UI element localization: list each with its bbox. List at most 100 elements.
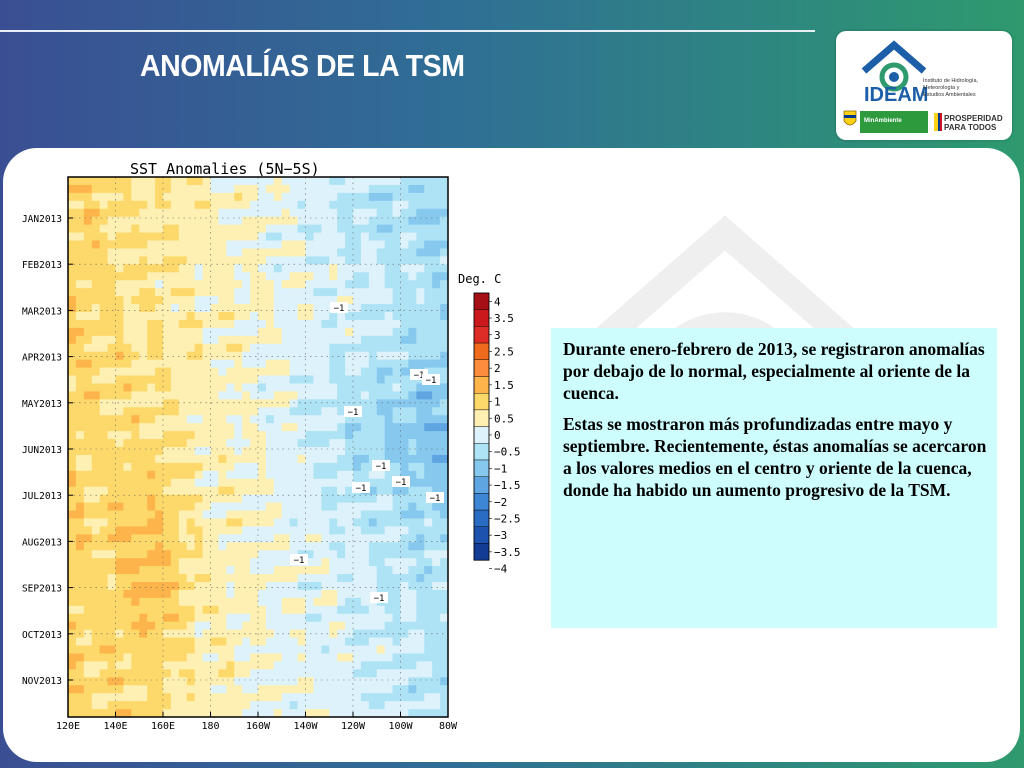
heatmap-cell [99, 661, 109, 670]
heatmap-cell [75, 597, 85, 607]
contour-label-bg [352, 482, 370, 493]
heatmap-cell [75, 693, 85, 702]
heatmap-cell [155, 192, 164, 202]
heatmap-cell [170, 637, 180, 647]
heatmap-cell [75, 304, 85, 313]
heatmap-cell [242, 478, 251, 488]
heatmap-cell [329, 574, 338, 583]
heatmap-cell [242, 470, 251, 480]
heatmap-cell [91, 375, 101, 385]
heatmap-cell [99, 439, 109, 448]
heatmap-cell [408, 296, 417, 305]
heatmap-cell [416, 462, 425, 472]
heatmap-cell [131, 343, 140, 353]
colorbar-tick-label: −3 [494, 529, 507, 542]
heatmap-cell [416, 605, 425, 615]
heatmap-cell [265, 685, 275, 694]
heatmap-cell [440, 399, 448, 408]
heatmap-cell [123, 335, 132, 345]
heatmap-cell [178, 288, 188, 297]
heatmap-cell [163, 534, 172, 543]
heatmap-cell [194, 264, 204, 273]
heatmap-cell [258, 558, 267, 567]
heatmap-cell [297, 177, 307, 186]
heatmap-cell [123, 272, 132, 281]
heatmap-cell [376, 709, 386, 717]
heatmap-cell [305, 272, 315, 281]
heatmap-cell [83, 415, 93, 424]
heatmap-cell [416, 589, 425, 599]
heatmap-cell [83, 518, 93, 528]
heatmap-cell [432, 661, 441, 670]
heatmap-cell [155, 208, 164, 218]
heatmap-cell [400, 177, 410, 186]
heatmap-cell [384, 272, 394, 281]
heatmap-cell [321, 280, 330, 289]
heatmap-cell [329, 383, 338, 393]
heatmap-cell [75, 232, 85, 242]
heatmap-cell [83, 534, 93, 543]
heatmap-cell [226, 645, 235, 655]
heatmap-cell [368, 645, 378, 655]
heatmap-cell [392, 693, 402, 702]
heatmap-cell [353, 240, 362, 250]
heatmap-cell [218, 367, 227, 377]
heatmap-cell [218, 304, 227, 313]
heatmap-cell [131, 526, 140, 535]
heatmap-cell [305, 677, 315, 686]
heatmap-cell [202, 304, 212, 313]
heatmap-cell [440, 605, 448, 615]
heatmap-cell [273, 566, 283, 575]
heatmap-cell [202, 653, 212, 663]
heatmap-cell [83, 375, 93, 385]
heatmap-cell [376, 550, 386, 559]
heatmap-cell [68, 566, 77, 575]
heatmap-cell [313, 518, 322, 528]
heatmap-cell [115, 240, 125, 250]
heatmap-cell [131, 566, 140, 575]
heatmap-cell [194, 613, 204, 623]
heatmap-cell [242, 399, 251, 408]
heatmap-cell [91, 685, 101, 694]
heatmap-cell [139, 224, 148, 234]
heatmap-cell [83, 296, 93, 305]
heatmap-cell [321, 296, 330, 305]
heatmap-cell [178, 351, 188, 361]
heatmap-cell [273, 597, 283, 607]
heatmap-cell [376, 677, 386, 686]
heatmap-cell [99, 272, 109, 281]
heatmap-cell [368, 288, 378, 297]
heatmap-cell [83, 709, 93, 717]
heatmap-cell [400, 256, 410, 265]
heatmap-cell [265, 518, 275, 528]
heatmap-cell [91, 518, 101, 528]
heatmap-cell [337, 486, 346, 496]
heatmap-cell [376, 518, 386, 528]
heatmap-cell [313, 407, 322, 416]
heatmap-cell [376, 415, 386, 424]
heatmap-cell [368, 312, 378, 321]
heatmap-cell [194, 542, 204, 551]
heatmap-cell [107, 447, 117, 456]
heatmap-cell [376, 582, 386, 591]
heatmap-cell [250, 605, 259, 615]
heatmap-cell [281, 312, 291, 321]
heatmap-cell [376, 447, 386, 456]
heatmap-cell [83, 200, 93, 210]
heatmap-cell [416, 200, 425, 210]
heatmap-cell [337, 613, 346, 623]
heatmap-cell [107, 613, 117, 623]
chart-title: SST Anomalies (5N−5S) [130, 160, 320, 178]
heatmap-cell [115, 208, 125, 218]
heatmap-cell [440, 383, 448, 393]
heatmap-cell [353, 558, 362, 567]
heatmap-cell [281, 177, 291, 186]
heatmap-cell [258, 486, 267, 496]
heatmap-cell [139, 709, 148, 717]
heatmap-cell [360, 391, 370, 400]
heatmap-cell [281, 296, 291, 305]
heatmap-cell [226, 224, 235, 234]
heatmap-cell [131, 319, 140, 329]
heatmap-cell [226, 327, 235, 337]
heatmap-cell [258, 597, 267, 607]
